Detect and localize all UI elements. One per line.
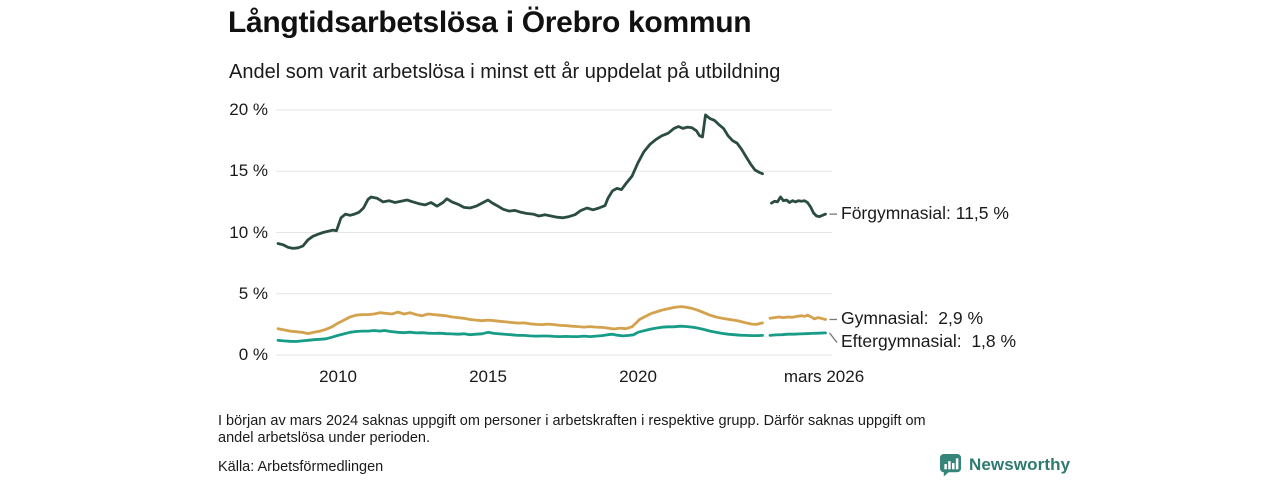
y-tick-label: 10 % (229, 222, 268, 242)
x-tick-label: mars 2026 (783, 367, 865, 386)
x-tick-label: 2015 (469, 367, 507, 386)
label-connector (828, 332, 838, 343)
bar-chart-bubble-icon (939, 453, 962, 477)
newsworthy-logo[interactable]: Newsworthy (939, 453, 1070, 477)
series-line-förgymnasial (276, 113, 764, 250)
source-credit: Källa: Arbetsförmedlingen (218, 459, 384, 475)
newsworthy-wordmark: Newsworthy (969, 455, 1071, 474)
series-label-gymnasial: Gymnasial: 2,9 % (841, 308, 983, 329)
x-tick-label: 2020 (619, 367, 657, 386)
y-tick-label: 20 % (229, 100, 268, 119)
chart-footnote: I början av mars 2024 saknas uppgift om … (218, 413, 1068, 446)
chart-subtitle: Andel som varit arbetslösa i minst ett å… (229, 61, 781, 83)
series-line-eftergymnasial (768, 331, 827, 337)
series-label-förgymnasial: Förgymnasial: 11,5 % (841, 203, 1009, 224)
footnote-line1: I början av mars 2024 saknas uppgift om … (218, 413, 926, 429)
series-label-eftergymnasial: Eftergymnasial: 1,8 % (841, 331, 1017, 352)
y-tick-label: 5 % (238, 283, 268, 303)
series-line-gymnasial (768, 313, 827, 321)
series-line-förgymnasial (770, 195, 827, 219)
x-tick-label: 2010 (319, 367, 357, 386)
y-tick-label: 15 % (229, 161, 268, 181)
y-tick-label: 0 % (238, 345, 268, 364)
series-line-eftergymnasial (276, 324, 764, 343)
series-line-gymnasial (276, 305, 764, 336)
footnote-line2: andel arbetslösa under perioden. (218, 429, 431, 446)
page-title: Långtidsarbetslösa i Örebro kommun (228, 6, 752, 39)
